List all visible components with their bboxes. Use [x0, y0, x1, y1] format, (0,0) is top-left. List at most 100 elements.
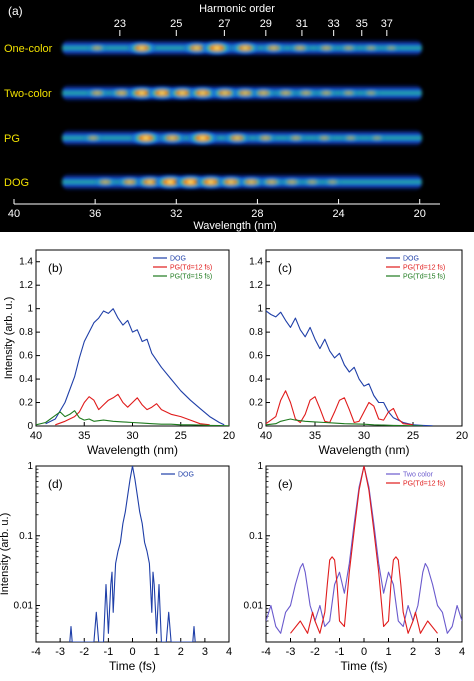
x-tick-label: 30 [126, 430, 138, 442]
spectrogram-hotspot [339, 44, 358, 52]
x-axis-label: Wavelength (nm) [87, 443, 178, 457]
spectrogram-hotspot [339, 89, 358, 97]
x-tick-label: 1 [154, 646, 160, 658]
x-tick-label: 35 [309, 430, 321, 442]
harmonic-ticks: 23 25 27 29 31 33 35 37 [114, 18, 393, 36]
legend-entry: PG(Td=15 fs) [170, 274, 212, 281]
x-tick-label: 20 [456, 430, 468, 442]
spectrogram-hotspot [94, 177, 116, 187]
spectrogram-hotspot [289, 43, 311, 53]
x-tick-label: 3 [202, 646, 208, 658]
spectrogram-hotspot [231, 41, 260, 55]
spectrogram-hotspot [217, 175, 246, 189]
spectrogram-hotspot [159, 132, 186, 144]
x-tick-label: 4 [459, 646, 465, 658]
series-line [266, 466, 462, 634]
panel-a-background [0, 0, 474, 232]
y-tick-label: 0 [257, 421, 263, 432]
y-tick-label: 1.2 [19, 280, 33, 291]
y-tick-label: 0.4 [19, 374, 33, 385]
spectrogram-hotspot [187, 131, 219, 145]
spectrogram-hotspot [316, 43, 337, 53]
spectrogram-hotspot [252, 88, 276, 98]
x-tick-label: 2 [410, 646, 416, 658]
spectrogram-rows: One-color Two-color PG DOG [4, 39, 422, 191]
y-tick-label: 1 [27, 461, 33, 472]
x-tick-label: 30 [358, 430, 370, 442]
x-tick-label: 0 [129, 646, 135, 658]
series-line [290, 466, 438, 634]
y-tick-label: 0 [27, 421, 33, 432]
spectrogram-hotspot [286, 133, 306, 143]
x-tick-label: -2 [79, 646, 89, 658]
y-tick-label: 0.6 [249, 351, 263, 362]
x-axis-label: Time (fs) [109, 659, 156, 673]
legend-entry: DOG [178, 472, 194, 479]
spectrogram-hotspot [275, 88, 297, 98]
spectrogram-hotspot [238, 176, 264, 188]
y-axis-label: Intensity (arb. u.) [0, 513, 11, 596]
x-axis-label: Time (fs) [341, 659, 388, 673]
spectrogram-hotspot [303, 178, 322, 186]
harmonic-tick-label: 31 [296, 18, 308, 30]
spectrogram-hotspot [260, 177, 283, 187]
legend-entry: PG(Td=12 fs) [403, 265, 445, 272]
y-tick-label: 0.1 [19, 531, 33, 542]
spectrogram-hotspot [167, 86, 197, 100]
y-tick-label: 0.4 [249, 374, 263, 385]
legend-entry: DOG [403, 256, 419, 263]
x-tick-label: 20 [223, 430, 235, 442]
spectrogram-hotspot [87, 43, 107, 53]
panel-label: (e) [278, 477, 293, 491]
spectrogram-hotspot [117, 176, 142, 188]
x-tick-label: 25 [175, 430, 187, 442]
wavelength-ticks: 40 36 32 28 24 20 [8, 199, 426, 220]
x-tick-label: 4 [226, 646, 232, 658]
x-tick-label: 40 [30, 430, 42, 442]
series-line [69, 466, 196, 642]
y-tick-label: 1 [257, 461, 263, 472]
series-line [36, 410, 229, 426]
y-tick-label: 0.6 [19, 351, 33, 362]
spectrogram-hotspot [262, 43, 286, 53]
spectrogram-hotspot [147, 86, 178, 100]
x-tick-label: 35 [78, 430, 90, 442]
spectrogram-hotspot [211, 87, 239, 99]
series-line [55, 393, 210, 426]
y-tick-label: 1 [257, 304, 263, 315]
spectrogram-hotspot [188, 86, 218, 100]
harmonic-order-title: Harmonic order [199, 3, 275, 15]
spectrogram-hotspot [195, 175, 226, 189]
spectrogram-hotspot [296, 88, 317, 98]
panel-a-spectrogram: (a) Harmonic order 23 25 27 29 31 33 35 37 One-… [0, 0, 474, 232]
x-tick-label: -4 [261, 646, 271, 658]
spectrogram-row-label: PG [4, 133, 20, 145]
spectrogram-row-label: Two-color [4, 88, 52, 100]
y-tick-label: 0.01 [244, 601, 264, 612]
y-tick-label: 0.2 [19, 398, 33, 409]
y-tick-label: 1.4 [249, 257, 263, 268]
spectrogram-hotspot [369, 134, 386, 142]
spectrogram-hotspot [127, 41, 157, 55]
spectrogram-hotspot [323, 178, 341, 186]
wavelength-tick-label: 28 [251, 208, 263, 220]
spectrogram-hotspot [362, 89, 380, 97]
spectrogram-row-label: One-color [4, 43, 53, 55]
x-axis-label: Wavelength (nm) [319, 443, 410, 457]
plot-frame [265, 465, 463, 643]
spectrogram-row: One-color [4, 39, 422, 57]
y-tick-label: 0.1 [249, 531, 263, 542]
panel-a-xlabel: Wavelength (nm) [193, 220, 276, 232]
x-tick-label: -2 [310, 646, 320, 658]
harmonic-tick-label: 37 [381, 18, 393, 30]
spectrogram-row: DOG [4, 173, 422, 191]
spectrogram-hotspot [130, 131, 162, 145]
panel-c-chart: (c) 40 35 30 25 20 0 0.2 0.4 0.6 0.8 1 1.2 1.4 Wavelen… [249, 249, 468, 457]
harmonic-tick-label: 23 [114, 18, 126, 30]
spectrogram-hotspot [83, 133, 103, 143]
y-tick-label: 1 [27, 304, 33, 315]
legend-entry: Two color [403, 472, 434, 479]
spectrogram-row: PG [4, 129, 422, 147]
spectrogram-hotspot [281, 177, 302, 187]
